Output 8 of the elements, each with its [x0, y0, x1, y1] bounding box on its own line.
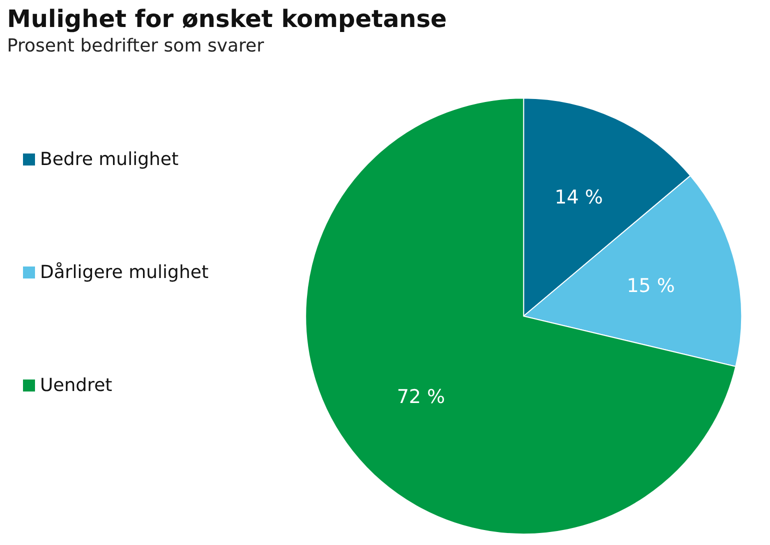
data-label: 15 %	[626, 274, 675, 297]
data-label: 72 %	[396, 386, 446, 408]
data-label: 14 %	[554, 186, 603, 209]
legend-label: Dårligere mulighet	[40, 262, 209, 283]
chart-subtitle: Prosent bedrifter som svarer	[7, 36, 265, 56]
legend-label: Uendret	[40, 375, 112, 396]
legend-label: Bedre mulighet	[40, 149, 179, 170]
chart-title: Mulighet for ønsket kompetanse	[7, 5, 447, 33]
